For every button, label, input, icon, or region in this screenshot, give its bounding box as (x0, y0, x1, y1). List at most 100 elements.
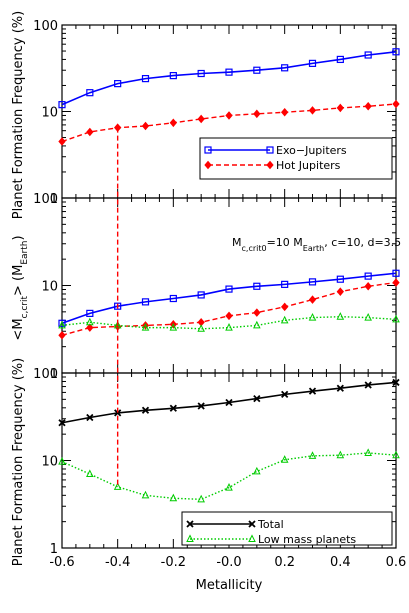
panel-1-series-2-point (197, 114, 205, 124)
panel-2-ytick-label: 10 (41, 280, 58, 295)
panel-1-series-1-point (197, 69, 205, 78)
panel2-ylabel-main: <M (11, 318, 26, 340)
x-tick-label: 0.6 (386, 555, 407, 570)
panel-2-series-2-point (253, 308, 261, 317)
panel2-ylabel-end: ) (11, 235, 26, 240)
panel-1-series-2-point (308, 106, 317, 115)
panel-2-series-3-point (141, 323, 150, 331)
panel-3-series-1-point (169, 404, 177, 412)
panel-1-series-1-point (308, 59, 317, 67)
panel-3-legend-label: Low mass planets (258, 533, 356, 546)
panel-3-series-2-point (169, 493, 178, 502)
panel-2-series-2-point (225, 311, 233, 321)
panel-1-legend-marker (204, 160, 212, 170)
panel-2-series-3-point (86, 317, 94, 326)
panel-1-series-1-point (114, 80, 122, 88)
panel3-ylabel: Planet Formation Frequency (%) (11, 358, 26, 566)
panel-3-series-1-point (58, 419, 66, 427)
panel-1-series-2-line (61, 103, 397, 143)
panel-2-series-3-point (392, 314, 400, 323)
panel-3-legend-marker (186, 534, 194, 542)
panel-1-series-2-point (169, 118, 177, 128)
panel-2-series-1-point (336, 275, 344, 283)
panel-1-series-2-point (336, 103, 344, 113)
panel-1-series-2-point (392, 99, 400, 109)
panel-2-series-1-point (114, 302, 122, 310)
panel-2-series-2-point (364, 281, 372, 291)
panel-3-series-1-point (86, 413, 94, 422)
panel-3-legend-box (181, 511, 393, 546)
panel-2-series-1-point (225, 285, 233, 293)
panel2-ylabel-mid: > (M (11, 265, 26, 296)
panel-3-series-2-point (113, 482, 122, 490)
panel-3-series-2-point (86, 469, 94, 478)
panel1-ylabel: Planet Formation Frequency (%) (11, 11, 26, 219)
x-tick-label: -0.2 (161, 555, 186, 570)
panel-3-series-1-point (114, 409, 122, 417)
panel-3-ytick-label: 10 (41, 455, 58, 470)
panel-2-series-1-point (197, 291, 205, 299)
panel2-annotation: Mc,crit0=10 MEarth, c=10, d=3.5 (232, 236, 401, 253)
annotation-part-1: M (232, 236, 242, 249)
panel-2-series-1-point (58, 319, 66, 327)
panel-2-series-3-point (169, 323, 178, 331)
panel-1-series-2-point (281, 107, 289, 117)
panel-3-series-2-point (225, 482, 233, 491)
panel-1-series-1-line (61, 51, 397, 106)
panel-3-series-1-point (141, 406, 150, 414)
panel-1-series-1-point (253, 66, 261, 74)
panel-2-series-2-point (336, 287, 344, 296)
panel-3-legend-marker (186, 520, 194, 528)
panel-3: 1 10 100 Total Low mass planets (33, 367, 400, 557)
panel-3-series-2-point (141, 490, 150, 499)
panel-2-series-2-point (58, 330, 66, 340)
panel-1-ytick-label: 100 (33, 19, 58, 34)
panel-1-series-2-point (58, 137, 66, 146)
panel2-ylabel-sub1: c,crit (20, 296, 30, 319)
panel-2-series-3-point (280, 315, 289, 324)
panel-3-series-1-point (225, 398, 233, 407)
panel-1-legend-marker (266, 160, 274, 170)
panel-3-series-1-point (253, 394, 261, 403)
panel-3-legend-label: Total (257, 518, 284, 531)
panel-2-series-1-point (308, 278, 317, 286)
panel-2-series-3-point (364, 312, 372, 321)
panel-1-series-2-point (141, 121, 150, 131)
panel-3-series-2-line (61, 452, 397, 501)
panel-3-ytick-label: 1 (50, 542, 58, 557)
panel-1-series-1-point (86, 89, 94, 97)
panel-3-series-2-point (392, 450, 400, 459)
panel-3-series-1-point (308, 387, 317, 395)
panel-2-series-3-line (61, 315, 397, 330)
panel-2-series-2-point (86, 323, 94, 332)
annotation-part-3: , c=10, d=3.5 (324, 236, 401, 249)
panel-2-series-3-point (197, 324, 205, 332)
x-axis-label: Metallicity (196, 578, 263, 593)
panel-2-series-1-point (141, 298, 150, 306)
panel-3-series-1-point (281, 390, 289, 398)
panel-1-legend-label: Hot Jupiters (276, 159, 341, 172)
panel-2-ytick-label: 1 (50, 367, 58, 382)
panel-1-series-1-point (169, 72, 177, 80)
panel-1-series-2-point (364, 101, 372, 111)
panel-2-series-1-point (253, 282, 261, 290)
panel-3-series-2-point (336, 450, 345, 459)
panel-3-series-2-point (280, 455, 289, 463)
panel-1-series-1-point (281, 64, 289, 72)
panel-3-legend-marker (248, 534, 256, 542)
panel-2-series-1-point (169, 294, 177, 303)
panel-3-legend-marker (248, 520, 256, 528)
panel-3-series-2-point (364, 448, 372, 456)
panel-1-series-1-point (364, 51, 372, 59)
panel-3-series-1-point (364, 381, 372, 389)
panel2-ylabel: <Mc,crit> (MEarth) (11, 235, 30, 340)
panel-2-series-2-point (392, 278, 400, 287)
panel-1-legend-marker (204, 146, 212, 154)
panel-1-series-1-point (336, 55, 344, 64)
panel-2-series-1-point (281, 280, 289, 288)
panel-1-series-2-point (225, 111, 233, 120)
panel-2-series-3-point (336, 312, 345, 320)
panel-1-legend-marker (266, 146, 274, 154)
